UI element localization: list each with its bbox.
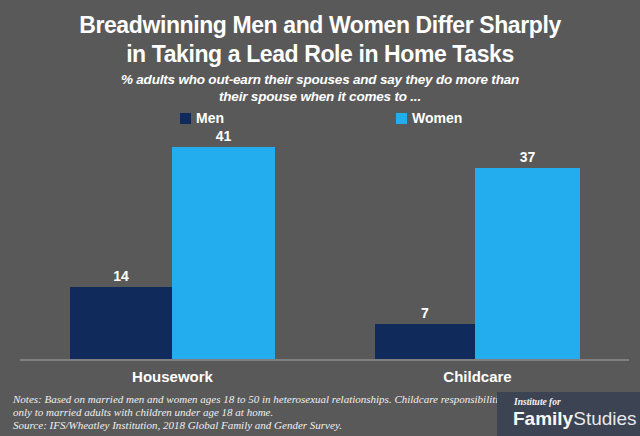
source-line: Source: IFS/Wheatley Institution, 2018 G… (13, 419, 342, 431)
bar-housework-women: 41 (172, 147, 275, 360)
value-label-housework-women: 41 (172, 128, 275, 144)
legend-swatch-men-icon (180, 113, 191, 124)
logo-wordmark: FamilyStudies (513, 408, 637, 430)
logo-institute-for-text: Institute for (514, 397, 561, 407)
chart-subtitle-line-2: their spouse when it comes to ... (0, 89, 640, 104)
value-label-childcare-men: 7 (375, 305, 475, 321)
notes-line-2: only to married adults with children und… (13, 406, 273, 418)
bar-childcare-women: 37 (475, 168, 580, 360)
value-label-childcare-women: 37 (475, 149, 580, 165)
chart-title-line-1: Breadwinning Men and Women Differ Sharpl… (0, 12, 640, 39)
category-label-housework: Housework (70, 368, 275, 385)
chart-title-line-2: in Taking a Lead Role in Home Tasks (0, 41, 640, 68)
legend-item-men: Men (180, 110, 224, 126)
chart-subtitle-line-1: % adults who out-earn their spouses and … (0, 72, 640, 87)
notes-line-1: Notes: Based on married men and women ag… (13, 393, 535, 405)
bar-childcare-men: 7 (375, 324, 475, 360)
value-label-housework-men: 14 (70, 268, 172, 284)
legend-label-women: Women (412, 110, 462, 126)
logo-studies-text: Studies (573, 408, 636, 429)
x-axis-line (20, 359, 629, 361)
legend-swatch-women-icon (396, 113, 407, 124)
legend-label-men: Men (196, 110, 224, 126)
category-label-childcare: Childcare (375, 368, 580, 385)
chart-page: { "header": { "title_line1": "Breadwinni… (0, 0, 640, 436)
legend-item-women: Women (396, 110, 462, 126)
bar-housework-men: 14 (70, 287, 172, 360)
logo-family-text: Family (513, 408, 573, 429)
ifs-logo: Institute for FamilyStudies (497, 392, 640, 436)
